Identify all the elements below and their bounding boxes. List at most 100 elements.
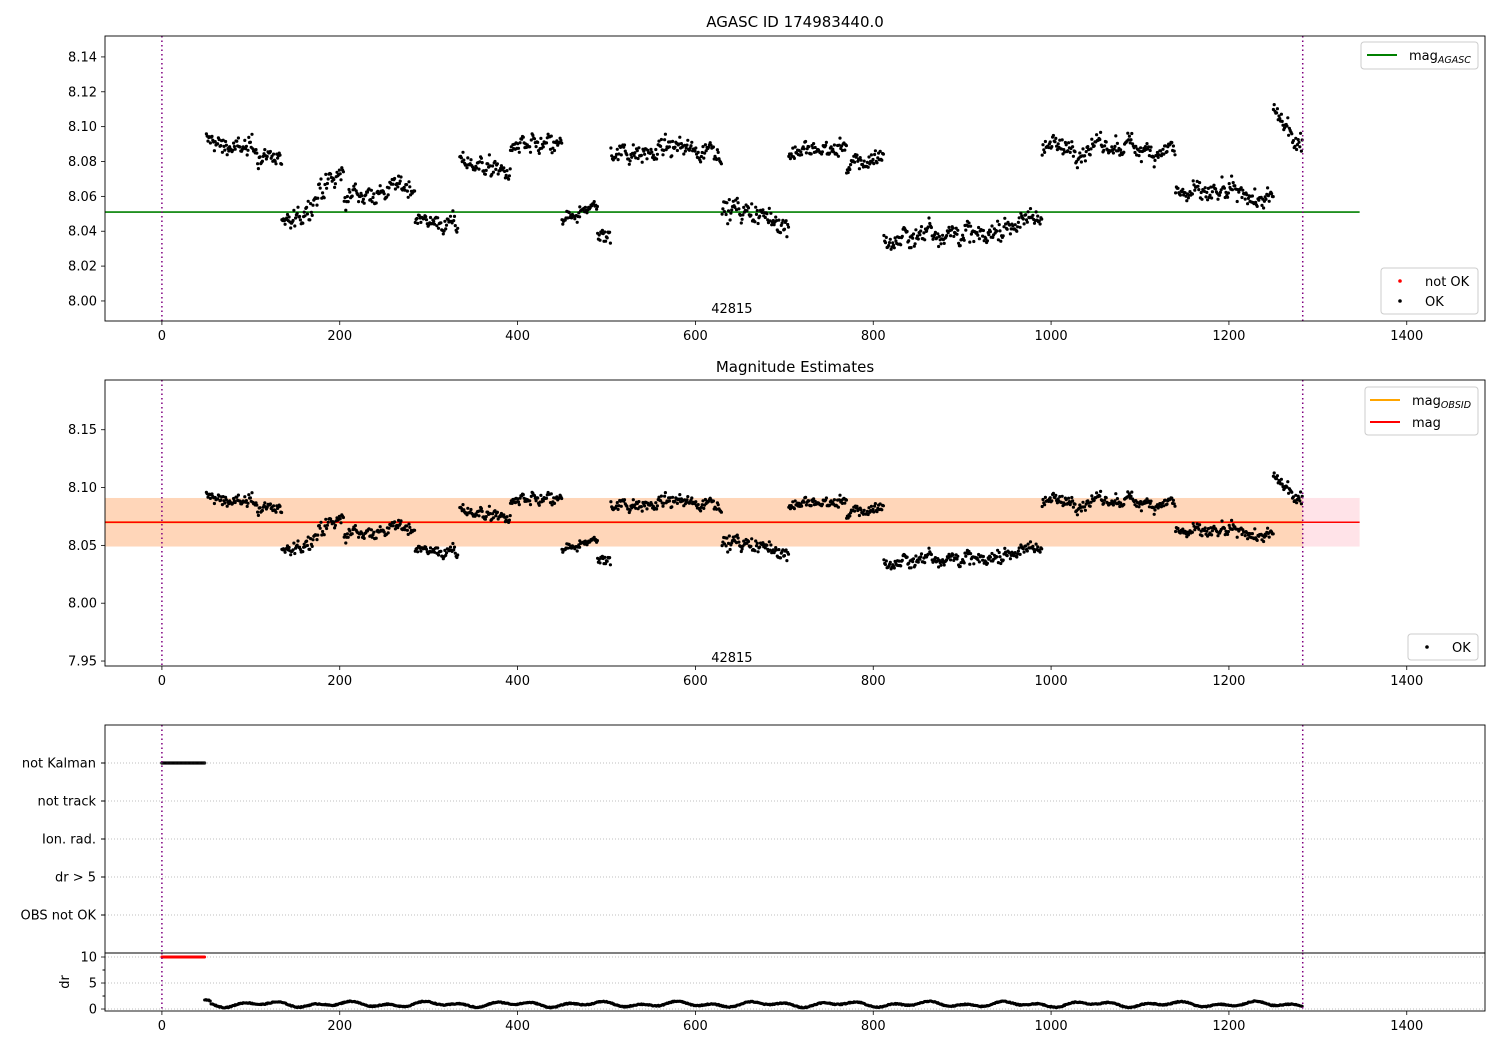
- ok-point: [1210, 196, 1214, 200]
- ok-point: [339, 178, 343, 182]
- ok-point: [456, 553, 460, 557]
- ok-point: [346, 200, 350, 204]
- ok-point: [258, 155, 262, 159]
- ok-point: [777, 218, 781, 222]
- ok-point: [1203, 186, 1207, 190]
- ok-point: [800, 504, 804, 508]
- ok-point: [915, 234, 920, 238]
- panel-flags: OBS not OK dr > 5 Ion. rad. not track not Ka…: [21, 724, 1486, 954]
- ok-point: [1056, 142, 1060, 146]
- ok-point: [1250, 532, 1254, 536]
- ok-point: [246, 501, 250, 505]
- ok-point: [272, 504, 276, 508]
- ok-point: [662, 501, 666, 505]
- ok-point: [645, 507, 649, 511]
- ok-point: [1240, 195, 1244, 200]
- axes-frame: [104, 379, 1486, 667]
- ok-point: [417, 213, 421, 218]
- ok-point: [622, 498, 627, 502]
- ok-point: [969, 224, 973, 228]
- ok-point: [832, 498, 837, 502]
- ok-point: [865, 509, 870, 513]
- ok-point: [1079, 509, 1083, 513]
- ok-point: [332, 177, 336, 182]
- ok-point: [1001, 234, 1005, 238]
- ok-point: [424, 215, 428, 219]
- ok-point: [528, 499, 532, 503]
- ok-point: [397, 518, 401, 523]
- ok-point: [862, 508, 866, 512]
- ok-point: [1038, 550, 1042, 554]
- ok-point: [633, 151, 637, 155]
- ok-point: [875, 161, 879, 165]
- ok-point: [907, 239, 911, 243]
- ok-point: [719, 162, 724, 166]
- ok-point: [342, 535, 346, 539]
- ok-point: [385, 195, 389, 199]
- y-tick-label: 8.06: [68, 190, 97, 205]
- ok-point: [224, 498, 228, 502]
- ok-point: [451, 209, 455, 213]
- ok-point: [452, 214, 457, 218]
- ok-point: [466, 506, 470, 510]
- ok-point: [341, 515, 345, 520]
- ok-point: [407, 180, 411, 184]
- ok-point: [278, 504, 282, 508]
- ok-point: [809, 504, 813, 508]
- ok-point: [1013, 223, 1017, 227]
- ok-point: [357, 200, 361, 204]
- ok-point: [1017, 216, 1021, 220]
- ok-point: [507, 518, 511, 522]
- ok-point: [678, 493, 682, 497]
- ok-point: [1262, 206, 1266, 210]
- ok-point: [975, 231, 979, 235]
- ok-point: [1210, 190, 1214, 194]
- ok-point: [1203, 526, 1207, 530]
- ok-point: [1047, 145, 1051, 150]
- ok-point: [1272, 471, 1276, 475]
- ok-point: [985, 239, 990, 243]
- legend-label: not OK: [1425, 275, 1470, 290]
- ok-point: [955, 232, 959, 236]
- ok-point: [686, 138, 690, 142]
- ok-point: [518, 141, 522, 145]
- ok-point: [949, 558, 953, 562]
- ok-point: [212, 501, 216, 506]
- ok-point: [909, 566, 913, 570]
- ok-point: [685, 498, 689, 502]
- ok-point: [937, 234, 942, 238]
- x-tick-label: 1400: [1390, 329, 1423, 344]
- ok-point: [1005, 554, 1009, 558]
- ok-point: [869, 504, 874, 508]
- ok-point: [1071, 154, 1075, 158]
- ok-point: [1285, 485, 1289, 489]
- ok-point: [736, 536, 740, 540]
- ok-point: [1186, 196, 1190, 200]
- ok-point: [720, 212, 724, 216]
- ok-point: [984, 236, 988, 241]
- ok-point: [1043, 139, 1047, 144]
- ok-point: [1008, 557, 1013, 561]
- ok-point: [1205, 529, 1209, 533]
- ok-point: [333, 182, 337, 186]
- ok-point: [802, 147, 806, 151]
- ok-point: [1008, 223, 1012, 227]
- ok-point: [1034, 542, 1038, 546]
- ok-point: [244, 499, 248, 503]
- ok-point: [223, 148, 227, 152]
- ok-point: [348, 190, 352, 194]
- ok-point: [1226, 532, 1230, 537]
- ok-point: [247, 493, 251, 497]
- ok-point: [659, 137, 664, 142]
- ok-point: [739, 549, 743, 554]
- ok-point: [703, 143, 708, 147]
- ok-point: [250, 491, 254, 495]
- ok-point: [1157, 504, 1161, 508]
- ok-point: [516, 500, 521, 504]
- ok-point: [897, 559, 901, 563]
- ok-point: [263, 501, 267, 505]
- ok-point: [1122, 150, 1126, 154]
- ok-point: [914, 228, 918, 232]
- ok-point: [1299, 490, 1303, 494]
- x-tick-label: 1000: [1035, 674, 1068, 689]
